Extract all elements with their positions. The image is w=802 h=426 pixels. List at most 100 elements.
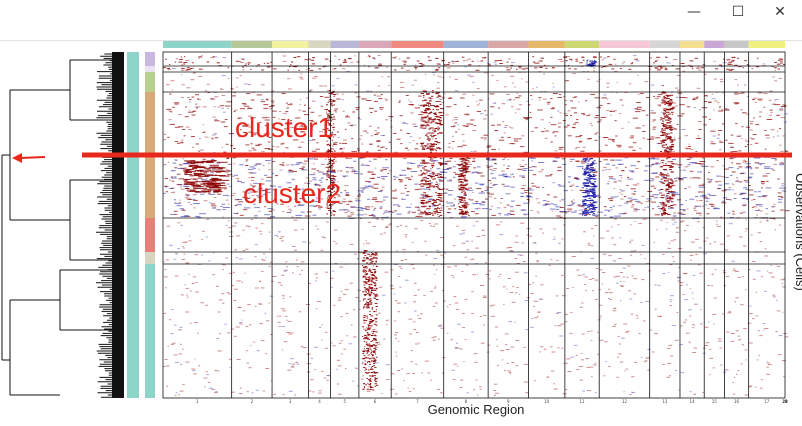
- cnv-mark: [612, 325, 617, 327]
- cnv-mark: [633, 250, 637, 252]
- cnv-mark: [397, 311, 401, 313]
- cnv-mark: [520, 222, 525, 224]
- cnv-mark: [304, 182, 308, 184]
- cnv-mark: [671, 113, 673, 115]
- cnv-mark: [715, 181, 719, 183]
- cnv-mark: [675, 339, 679, 341]
- cnv-mark: [476, 236, 481, 238]
- cnv-mark: [618, 205, 622, 207]
- cnv-mark: [431, 205, 436, 207]
- cnv-mark: [434, 302, 438, 304]
- cnv-mark: [669, 375, 672, 377]
- cnv-mark: [464, 192, 467, 193]
- cnv-mark: [590, 171, 593, 173]
- cnv-mark: [590, 257, 594, 259]
- cnv-mark: [173, 324, 177, 326]
- cnv-mark: [584, 209, 586, 211]
- cnv-mark: [219, 105, 225, 107]
- close-button[interactable]: ✕: [774, 4, 786, 20]
- cnv-mark: [436, 96, 439, 98]
- cnv-mark: [284, 269, 289, 271]
- cnv-mark: [418, 342, 420, 344]
- cnv-mark: [709, 374, 711, 376]
- cnv-mark: [557, 122, 562, 124]
- cnv-mark: [302, 110, 306, 112]
- cnv-mark: [291, 216, 294, 218]
- cnv-mark: [472, 160, 475, 162]
- maximize-button[interactable]: ☐: [731, 4, 745, 20]
- cnv-mark: [661, 128, 664, 129]
- cnv-mark: [220, 182, 225, 184]
- cnv-mark: [584, 276, 588, 278]
- cnv-mark: [416, 332, 419, 334]
- cnv-mark: [243, 207, 251, 209]
- cnv-mark: [253, 164, 257, 166]
- cnv-mark: [444, 161, 449, 163]
- minimize-button[interactable]: —: [687, 4, 701, 20]
- cnv-mark: [202, 187, 208, 189]
- cnv-mark: [588, 169, 592, 171]
- cnv-mark: [420, 220, 424, 222]
- cnv-mark: [224, 188, 227, 190]
- cnv-mark: [349, 282, 353, 284]
- cnv-mark: [697, 121, 702, 122]
- cnv-mark: [593, 235, 595, 237]
- cnv-mark: [639, 147, 642, 149]
- cnv-mark: [439, 174, 442, 176]
- cnv-mark: [460, 97, 465, 99]
- cnv-mark: [664, 110, 667, 112]
- cnv-mark: [256, 350, 260, 352]
- cnv-mark: [426, 124, 429, 126]
- cnv-mark: [640, 93, 644, 94]
- cnv-mark: [664, 133, 671, 135]
- cnv-mark: [660, 182, 664, 184]
- cnv-mark: [755, 315, 759, 317]
- cnv-mark: [376, 140, 381, 142]
- cnv-mark: [173, 102, 180, 104]
- cnv-mark: [427, 196, 431, 197]
- chromosome-segment: [330, 41, 359, 48]
- cnv-mark: [366, 372, 369, 374]
- cnv-mark: [536, 211, 539, 213]
- cnv-mark: [586, 194, 590, 196]
- cnv-mark: [301, 188, 305, 190]
- cnv-mark: [463, 161, 467, 163]
- cnv-mark: [566, 288, 569, 289]
- cnv-mark: [327, 114, 330, 116]
- cnv-mark: [557, 97, 562, 98]
- cnv-mark: [578, 209, 584, 211]
- cnv-mark: [739, 194, 743, 196]
- cnv-mark: [347, 158, 352, 159]
- cnv-mark: [165, 191, 169, 193]
- cnv-mark: [665, 125, 669, 127]
- cnv-mark: [669, 198, 672, 200]
- cnv-mark: [250, 99, 255, 101]
- cnv-mark: [417, 317, 422, 319]
- cnv-mark: [655, 68, 659, 69]
- cnv-mark: [410, 264, 415, 265]
- cnv-mark: [330, 342, 333, 344]
- cnv-mark: [485, 198, 489, 200]
- cnv-mark: [393, 210, 397, 212]
- cnv-mark: [780, 209, 785, 211]
- cnv-mark: [632, 171, 635, 173]
- cnv-mark: [290, 164, 295, 166]
- cnv-mark: [779, 162, 784, 164]
- cnv-mark: [713, 207, 718, 209]
- cnv-mark: [236, 77, 239, 79]
- cnv-mark: [331, 114, 332, 116]
- cnv-mark: [421, 143, 423, 145]
- cnv-mark: [579, 135, 582, 137]
- cnv-mark: [239, 387, 242, 389]
- chromosome-segment: [488, 41, 529, 48]
- cnv-mark: [328, 100, 331, 102]
- cnv-mark: [167, 68, 172, 70]
- cnv-mark: [388, 85, 390, 86]
- cnv-mark: [506, 247, 510, 249]
- cnv-mark: [654, 308, 657, 310]
- cnv-mark: [599, 104, 603, 106]
- cnv-mark: [557, 312, 562, 313]
- cnv-mark: [663, 151, 668, 153]
- cnv-mark: [241, 281, 243, 283]
- cnv-mark: [165, 287, 167, 289]
